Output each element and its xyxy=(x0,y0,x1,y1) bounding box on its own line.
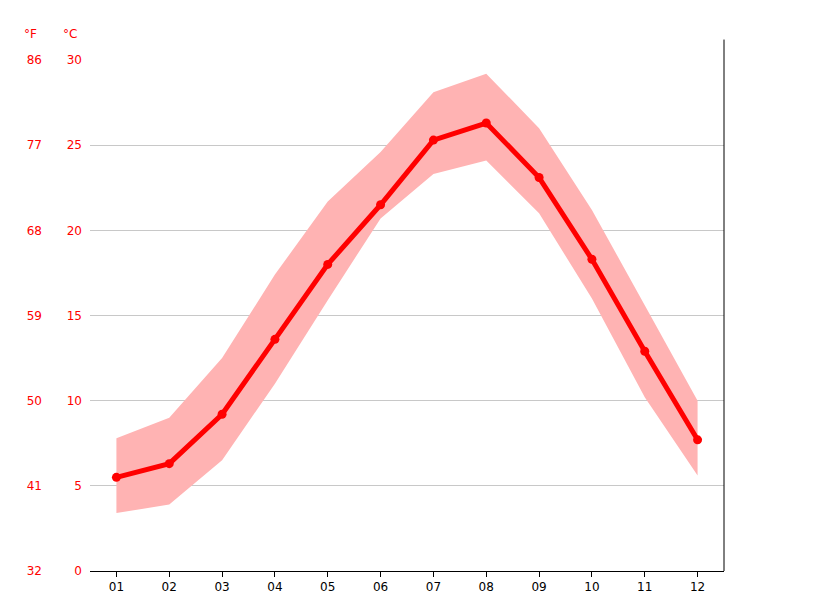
svg-text:15: 15 xyxy=(67,309,82,323)
svg-text:03: 03 xyxy=(214,580,229,594)
svg-text:05: 05 xyxy=(320,580,335,594)
svg-text:04: 04 xyxy=(267,580,282,594)
svg-text:07: 07 xyxy=(426,580,441,594)
svg-text:77: 77 xyxy=(27,138,42,152)
svg-text:0: 0 xyxy=(74,564,82,578)
svg-text:06: 06 xyxy=(373,580,388,594)
svg-text:08: 08 xyxy=(479,580,494,594)
svg-text:86: 86 xyxy=(27,53,42,67)
svg-text:12: 12 xyxy=(690,580,705,594)
svg-text:30: 30 xyxy=(67,53,82,67)
svg-text:25: 25 xyxy=(67,138,82,152)
svg-text:09: 09 xyxy=(531,580,546,594)
svg-text:20: 20 xyxy=(67,224,82,238)
svg-text:5: 5 xyxy=(74,479,82,493)
svg-text:10: 10 xyxy=(67,394,82,408)
svg-text:11: 11 xyxy=(637,580,652,594)
svg-text:68: 68 xyxy=(27,224,42,238)
svg-text:50: 50 xyxy=(27,394,42,408)
svg-text:01: 01 xyxy=(109,580,124,594)
svg-text:°F: °F xyxy=(24,27,37,41)
svg-text:59: 59 xyxy=(27,309,42,323)
svg-text:32: 32 xyxy=(27,564,42,578)
svg-text:10: 10 xyxy=(584,580,599,594)
svg-text:41: 41 xyxy=(27,479,42,493)
svg-text:°C: °C xyxy=(63,27,77,41)
svg-text:02: 02 xyxy=(162,580,177,594)
